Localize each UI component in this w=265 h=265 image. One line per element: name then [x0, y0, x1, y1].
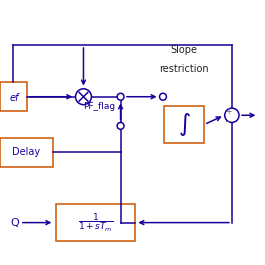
Text: PF_flag: PF_flag — [83, 102, 116, 111]
Bar — [56, 204, 135, 241]
Circle shape — [117, 122, 124, 129]
Text: $ef$: $ef$ — [9, 91, 22, 103]
Text: Q: Q — [10, 218, 19, 228]
Bar — [0, 82, 26, 111]
Bar — [0, 138, 53, 167]
Text: $-$: $-$ — [224, 115, 232, 124]
Text: Slope: Slope — [171, 45, 198, 55]
Circle shape — [160, 93, 166, 100]
Circle shape — [225, 108, 239, 122]
Text: $\int$: $\int$ — [178, 111, 191, 138]
Text: restriction: restriction — [159, 64, 209, 74]
Bar — [164, 106, 204, 143]
Text: +: + — [225, 107, 232, 116]
Text: $\dfrac{1}{1+sT_m}$: $\dfrac{1}{1+sT_m}$ — [78, 211, 113, 234]
Circle shape — [76, 89, 91, 105]
Text: Delay: Delay — [12, 147, 41, 157]
Circle shape — [117, 93, 124, 100]
